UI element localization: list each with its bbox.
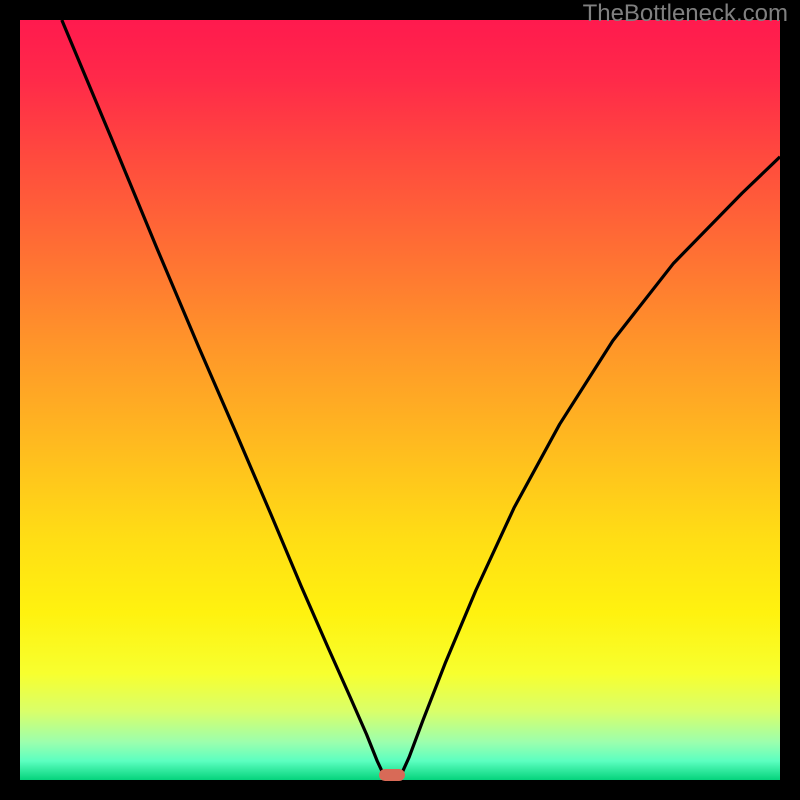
watermark-text: TheBottleneck.com — [583, 0, 788, 28]
chart-container: TheBottleneck.com — [0, 0, 800, 800]
bottleneck-marker — [379, 769, 405, 781]
plot-area — [20, 20, 780, 780]
gradient-background — [20, 20, 780, 780]
